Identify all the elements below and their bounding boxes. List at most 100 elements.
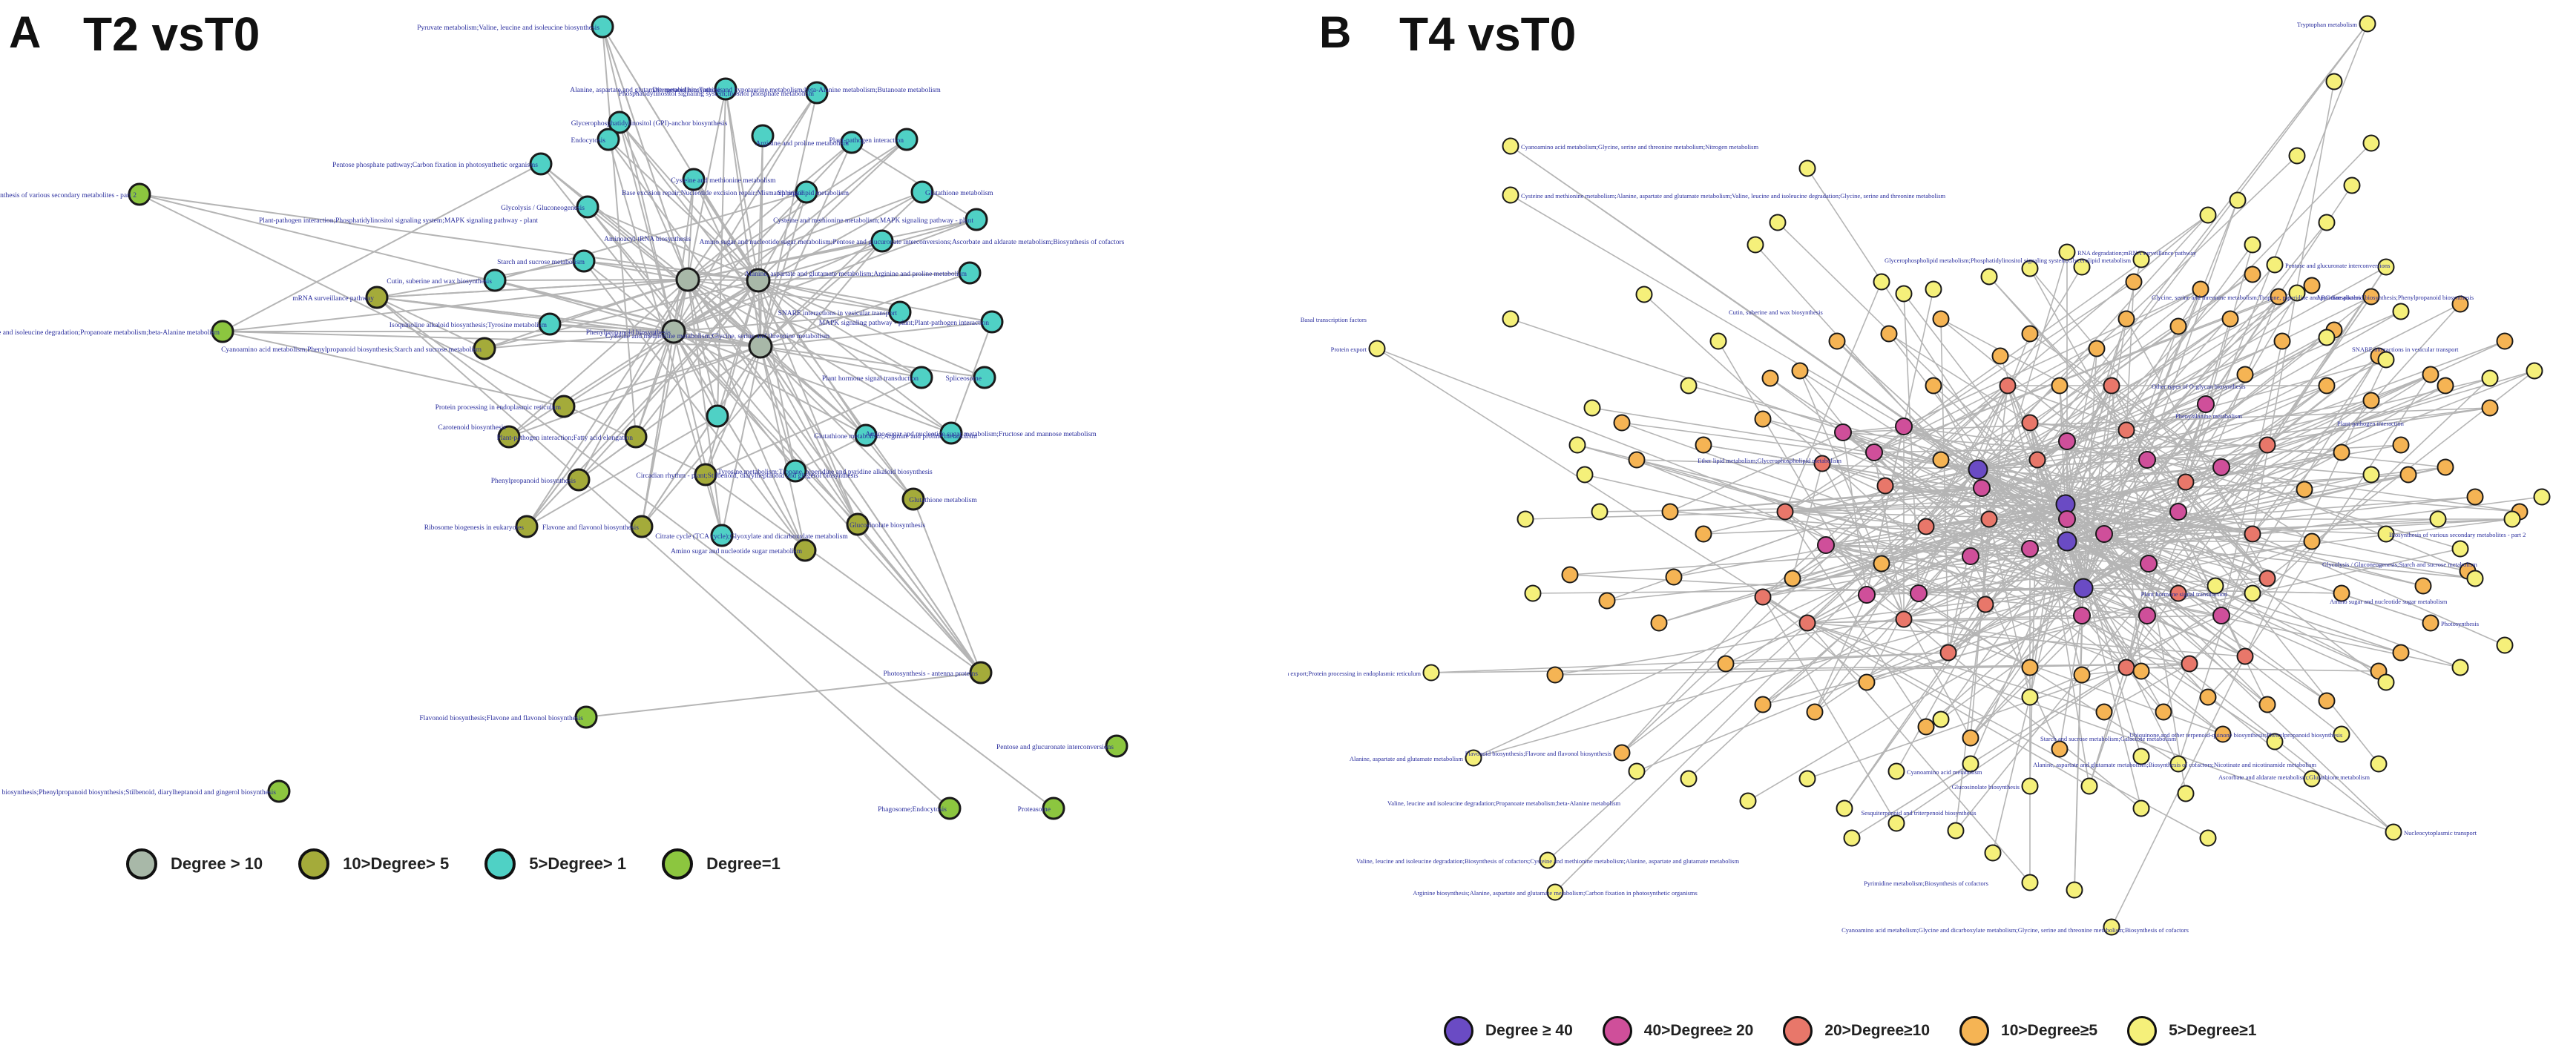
network-node bbox=[2229, 191, 2247, 209]
edge bbox=[1977, 407, 2491, 470]
edge bbox=[1621, 385, 2112, 753]
network-node bbox=[2318, 214, 2336, 231]
edge bbox=[1940, 318, 1949, 653]
node-label: Protein processing in endoplasmic reticu… bbox=[436, 404, 562, 412]
edge bbox=[2252, 81, 2335, 535]
network-node bbox=[888, 300, 912, 324]
edge bbox=[2065, 504, 2142, 757]
node-label: Cysteine and methionine metabolism bbox=[671, 177, 776, 185]
network-node bbox=[1925, 280, 1942, 298]
network-node bbox=[1661, 503, 1679, 521]
network-node bbox=[870, 229, 894, 253]
edge bbox=[687, 92, 818, 280]
panel-a: Pyruvate metabolism;Valine, leucine and … bbox=[0, 10, 1128, 880]
edge bbox=[1981, 487, 2253, 594]
edge bbox=[2146, 296, 2372, 616]
network-node bbox=[1991, 347, 2009, 365]
network-node bbox=[2169, 317, 2187, 335]
network-node bbox=[1717, 655, 1735, 673]
edge bbox=[1807, 587, 2084, 624]
node-label: Ascorbate and aldarate metabolism;Glutat… bbox=[2218, 774, 2370, 781]
legend-item: 20>Degree≥10 bbox=[1783, 1016, 1930, 1046]
node-label: Valine, leucine and isoleucine degradati… bbox=[1387, 799, 1621, 807]
network-node bbox=[980, 310, 1004, 334]
edge bbox=[687, 279, 761, 347]
network-node bbox=[1828, 332, 1846, 350]
edge bbox=[758, 280, 993, 323]
node-label: Base excision repair;Nucleotide excision… bbox=[622, 190, 804, 197]
network-node bbox=[1576, 466, 1594, 484]
edge bbox=[673, 331, 718, 417]
edge bbox=[602, 26, 759, 281]
network-node bbox=[1947, 822, 1965, 840]
network-node bbox=[574, 705, 598, 729]
node-label: Cutin, suberine and wax biosynthesis bbox=[1729, 309, 1823, 316]
edge bbox=[673, 280, 759, 332]
network-node bbox=[1754, 696, 1772, 713]
edge bbox=[1636, 459, 1986, 605]
edge bbox=[1621, 385, 2008, 753]
network-node bbox=[2058, 243, 2076, 261]
edge bbox=[1842, 426, 1905, 433]
network-node bbox=[1769, 214, 1787, 231]
legend-label: Degree ≥ 40 bbox=[1485, 1022, 1573, 1039]
network-node bbox=[1880, 325, 1898, 343]
network-node bbox=[938, 796, 962, 820]
legend-b: Degree ≥ 40 40>Degree≥ 20 20>Degree≥10 1… bbox=[1444, 1016, 2286, 1046]
legend-item: 40>Degree≥ 20 bbox=[1602, 1016, 1753, 1046]
network-node bbox=[2333, 725, 2350, 743]
node-label: Pentose and glucuronate interconversions bbox=[2285, 262, 2390, 269]
edge bbox=[1762, 504, 2066, 705]
edge bbox=[2126, 266, 2387, 668]
legend-label: 20>Degree≥10 bbox=[1824, 1022, 1931, 1039]
edge bbox=[1988, 518, 2313, 779]
network-node bbox=[2414, 577, 2432, 595]
edge bbox=[2065, 504, 2142, 809]
edge bbox=[508, 279, 689, 438]
edge bbox=[2066, 541, 2209, 698]
network-node bbox=[2377, 673, 2395, 691]
edge bbox=[795, 435, 867, 472]
node-label: Ether lipid metabolism;Glycerophospholip… bbox=[1698, 457, 1841, 464]
network-node bbox=[854, 423, 878, 447]
edge bbox=[2126, 667, 2379, 672]
network-node bbox=[1042, 796, 1065, 820]
network-node bbox=[710, 524, 734, 547]
network-node bbox=[1465, 749, 1482, 767]
edge bbox=[2126, 311, 2402, 431]
node-label: Alanine, aspartate and glutamate metabol… bbox=[744, 271, 967, 278]
network-node bbox=[1858, 586, 1876, 604]
edge bbox=[705, 474, 982, 673]
network-node bbox=[2258, 436, 2276, 454]
network-node bbox=[2437, 458, 2454, 476]
edge bbox=[222, 163, 542, 332]
edge bbox=[1577, 444, 2084, 589]
edge bbox=[139, 194, 706, 475]
network-node bbox=[2088, 340, 2106, 357]
edge bbox=[758, 139, 907, 281]
network-node bbox=[1502, 186, 1519, 204]
node-label: Glucosinolate biosynthesis bbox=[1952, 783, 2020, 791]
network-node bbox=[608, 111, 631, 134]
network-node bbox=[1776, 503, 1794, 521]
edge bbox=[1940, 318, 2222, 468]
network-node bbox=[2214, 725, 2232, 743]
node-label: Pyruvate metabolism;Valine, leucine and … bbox=[417, 24, 599, 32]
edge bbox=[1784, 511, 2179, 765]
edge bbox=[1784, 511, 1949, 653]
network-node bbox=[1977, 596, 1994, 613]
edge bbox=[2065, 318, 2127, 505]
edge bbox=[1807, 622, 2394, 833]
edge bbox=[2066, 222, 2327, 542]
network-node bbox=[795, 180, 818, 204]
node-label: Sesquiterpenoid and triterpenoid biosynt… bbox=[1861, 809, 1976, 817]
edge bbox=[2126, 429, 2186, 794]
node-label: Photosynthesis bbox=[2441, 620, 2479, 627]
network-node bbox=[1887, 814, 1905, 832]
network-node bbox=[1806, 703, 1824, 721]
edge bbox=[2126, 429, 2313, 542]
network-node bbox=[2496, 636, 2514, 654]
network-node bbox=[2362, 466, 2380, 484]
network-node bbox=[2466, 488, 2484, 506]
network-node bbox=[910, 180, 934, 204]
